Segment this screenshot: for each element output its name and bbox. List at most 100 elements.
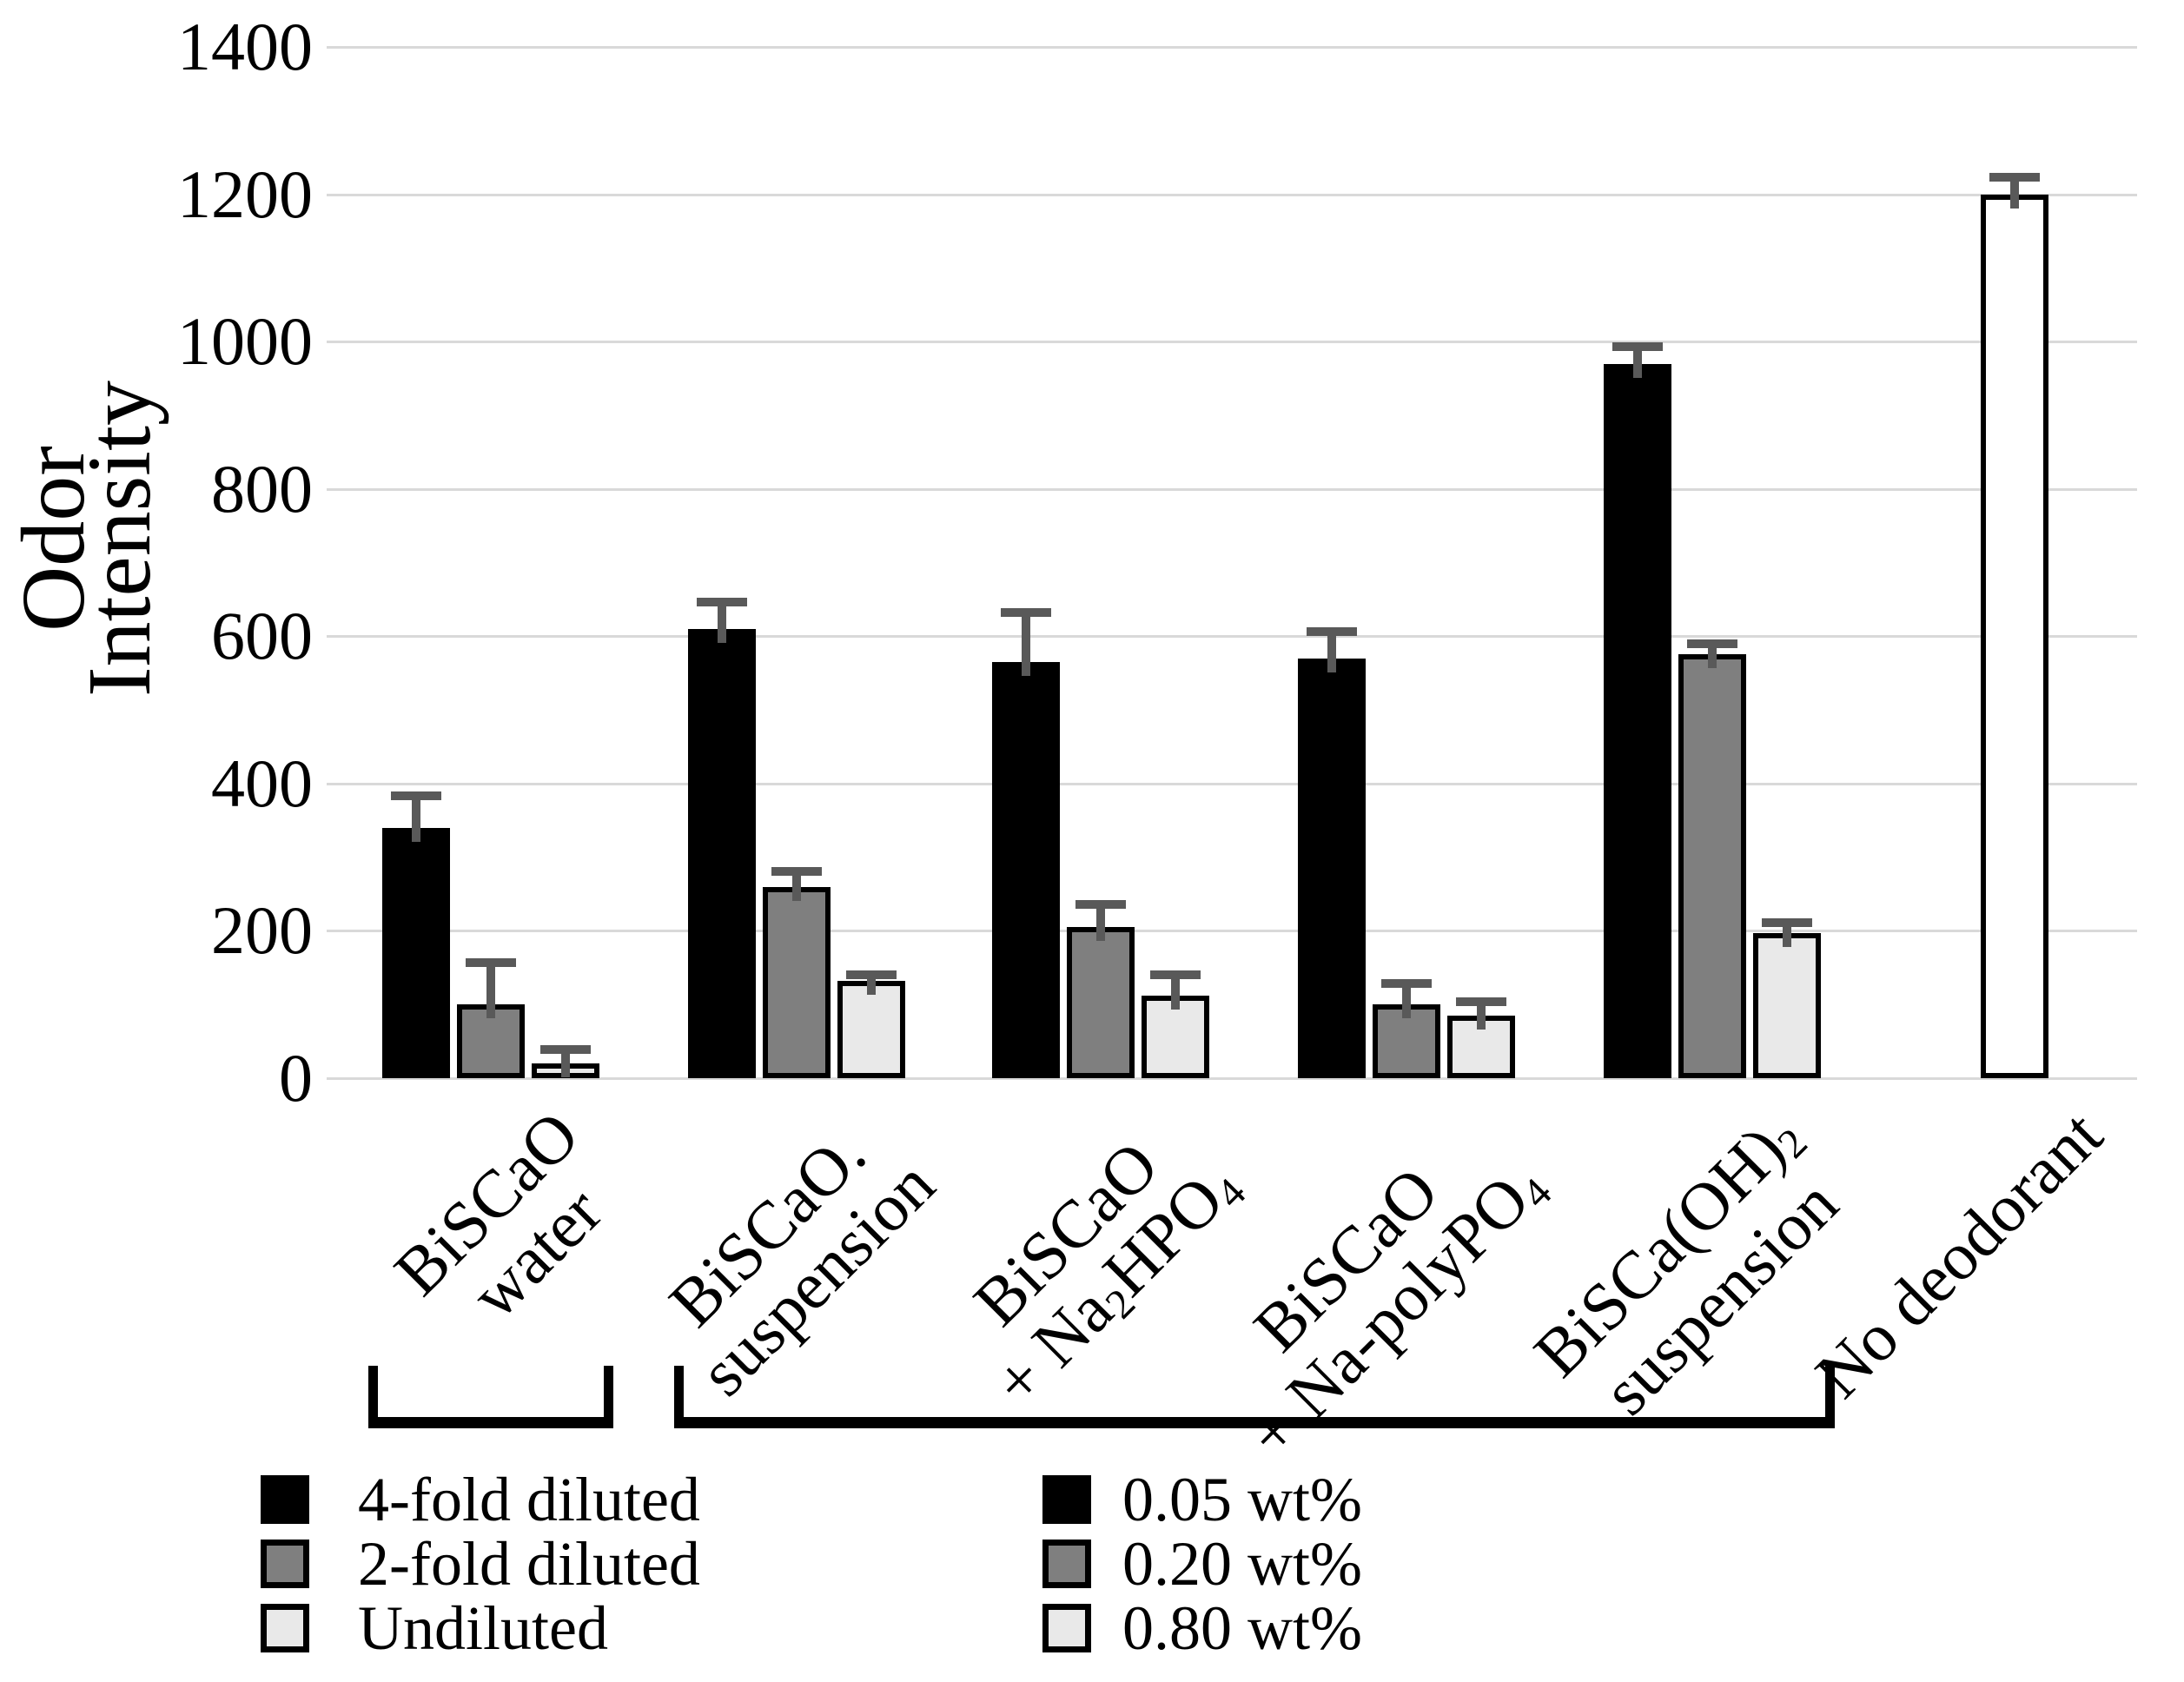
error-bar-cap: [1989, 173, 2040, 182]
y-tick-label-1200: 1200: [177, 156, 313, 232]
gridline-400: [365, 782, 2137, 785]
error-bar-stem: [1096, 904, 1105, 941]
bar-0-05-wt-: [688, 598, 756, 1078]
legend-swatch-light: [261, 1604, 309, 1652]
error-bar-cap: [771, 867, 822, 876]
bracket-2: [674, 1366, 1835, 1428]
gridline-0: [365, 1077, 2137, 1080]
bar-0-05-wt-: [1298, 627, 1366, 1078]
legend-swatch-light: [1042, 1604, 1091, 1652]
bar-0-20-wt-: [763, 867, 831, 1078]
y-tick-1000: [327, 341, 365, 344]
y-tick-label-400: 400: [211, 745, 313, 821]
y-tick-600: [327, 635, 365, 639]
y-tick-0: [327, 1077, 365, 1080]
error-bar-cap: [1307, 627, 1357, 636]
bar-4-fold-diluted: [382, 791, 450, 1078]
error-bar-cap: [1762, 918, 1812, 927]
y-tick-1400: [327, 46, 365, 49]
error-bar-stem: [1327, 631, 1336, 672]
error-bar-stem: [561, 1049, 570, 1077]
bar-2-fold-diluted: [457, 958, 525, 1078]
x-label-1: BiSCaO water: [379, 1096, 617, 1333]
y-tick-label-200: 200: [211, 892, 313, 969]
error-bar-cap: [1150, 970, 1201, 979]
legend-swatch-black: [261, 1475, 309, 1524]
plot-area: [365, 46, 2137, 1080]
y-tick-400: [327, 782, 365, 785]
gridline-1400: [365, 46, 2137, 49]
y-tick-label-600: 600: [211, 598, 313, 674]
legend-label: 0.20 wt%: [1122, 1529, 1362, 1599]
bar-fill: [688, 629, 756, 1078]
error-bar-cap: [391, 791, 441, 800]
error-bar-cap: [1687, 639, 1737, 648]
bar-fill: [1604, 364, 1671, 1078]
error-bar-cap: [466, 958, 516, 967]
bar-group-1: [382, 47, 599, 1078]
error-bar-cap: [1001, 608, 1051, 617]
error-bar-stem: [1171, 974, 1180, 1010]
bar-0-20-wt-: [1067, 900, 1135, 1078]
error-bar-stem: [1402, 983, 1411, 1018]
error-bar-stem: [2010, 176, 2019, 209]
error-bar-stem: [486, 962, 495, 1018]
bar-group-3: [992, 47, 1209, 1078]
bar-undiluted: [532, 1045, 599, 1078]
bar-0-80-wt-: [1753, 918, 1821, 1078]
x-label-2: BiSCaO. suspension: [653, 1116, 949, 1410]
bar-fill: [1678, 654, 1746, 1078]
y-tick-label-1400: 1400: [177, 9, 313, 84]
gridline-800: [365, 487, 2137, 491]
error-bar-cap: [540, 1045, 591, 1054]
bar-0-20-wt-: [1678, 639, 1746, 1078]
bar-fill: [382, 828, 450, 1078]
error-bar-stem: [867, 974, 876, 995]
bar-fill: [1753, 933, 1821, 1078]
bar-0-05-wt-: [992, 608, 1060, 1078]
gridline-200: [365, 930, 2137, 933]
error-bar-cap: [1381, 979, 1432, 988]
bar-group-6: [1981, 47, 2048, 1078]
legend-swatch-black: [1042, 1475, 1091, 1524]
gridline-1200: [365, 193, 2137, 196]
legend-label: Undiluted: [358, 1593, 608, 1663]
error-bar-stem: [1633, 346, 1642, 378]
y-tick-label-800: 800: [211, 450, 313, 526]
error-bar-stem: [718, 601, 726, 643]
bar-0-80-wt-: [1142, 970, 1209, 1078]
x-label-6: No deodorant: [1801, 1096, 2117, 1413]
legend-swatch-gray: [1042, 1540, 1091, 1588]
error-bar-cap: [1075, 900, 1126, 909]
error-bar-cap: [1456, 997, 1506, 1006]
y-tick-200: [327, 930, 365, 933]
bar-fill: [1067, 927, 1135, 1078]
error-bar-stem: [792, 871, 801, 901]
bar-0-20-wt-: [1373, 979, 1440, 1078]
bar-fill: [837, 981, 905, 1078]
legend-label: 2-fold diluted: [358, 1529, 700, 1599]
legend-label: 4-fold diluted: [358, 1465, 700, 1534]
bar-0-05-wt-: [1604, 342, 1671, 1078]
error-bar-stem: [1708, 643, 1717, 668]
bar-fill: [763, 887, 831, 1078]
error-bar-stem: [1022, 612, 1030, 676]
error-bar-cap: [697, 598, 747, 606]
y-tick-800: [327, 487, 365, 491]
error-bar-stem: [1477, 1001, 1486, 1030]
gridline-1000: [365, 341, 2137, 344]
gridline-600: [365, 635, 2137, 639]
error-bar-stem: [1783, 922, 1791, 947]
legend-label: 0.05 wt%: [1122, 1465, 1362, 1534]
legend-swatch-gray: [261, 1540, 309, 1588]
y-tick-label-0: 0: [279, 1040, 313, 1116]
bar-fill: [992, 662, 1060, 1078]
y-tick-1200: [327, 193, 365, 196]
legend-label: 0.80 wt%: [1122, 1593, 1362, 1663]
error-bar-cap: [846, 970, 897, 979]
bar-0-80-wt-: [837, 970, 905, 1078]
bar-no-deodorant: [1981, 173, 2048, 1078]
bar-fill: [1981, 195, 2048, 1078]
bar-fill: [1298, 659, 1366, 1078]
bar-group-2: [688, 47, 905, 1078]
